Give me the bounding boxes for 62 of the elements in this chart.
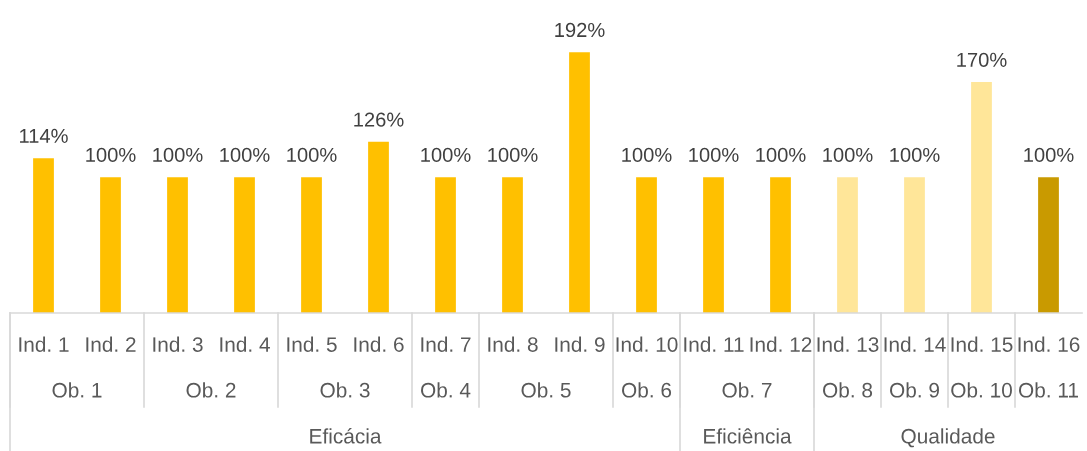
bar [100,177,121,313]
bar [1038,177,1059,313]
x-tick-label: Ind. 8 [488,336,538,352]
data-label: 100% [756,147,806,163]
data-label: 100% [622,147,672,163]
bar [33,158,54,313]
data-label: 100% [689,147,739,163]
text: Qualidade [901,428,995,448]
data-label: 100% [890,147,940,163]
x-tick-label: Ind. 1 [19,336,69,352]
text: Ob. 4 [421,382,471,398]
text: Ob. 8 [823,382,873,398]
text: Eficácia [310,428,382,444]
bar [636,177,657,313]
text: Ob. 11 [1018,382,1078,398]
x-tick-label: Ind. 6 [354,336,404,352]
x-tick-label: Ind. 5 [287,336,337,352]
x-tick-label: Ind. 10 [616,336,678,352]
text: Ob. 6 [622,382,672,398]
bar [904,177,925,313]
x-tick-label: Ind. 9 [555,336,605,352]
bar [703,177,724,313]
bar [502,177,523,313]
text: Ob. 10 [951,382,1012,398]
data-label: 100% [1024,147,1074,163]
bar [301,177,322,313]
bar [234,177,255,313]
x-tick-label: Ind. 11 [684,336,744,352]
data-label: 192% [555,22,605,38]
text: Ob. 2 [186,382,236,398]
bar [837,177,858,313]
text: Ob. 9 [890,382,939,398]
x-tick-label: Ind. 4 [220,336,270,352]
data-label: 170% [957,52,1007,67]
text: Eficiência [704,428,792,444]
x-tick-label: Ind. 7 [421,336,471,352]
x-tick-label: Ind. 3 [153,336,203,352]
data-label: 100% [488,147,538,163]
data-label: 100% [287,147,337,163]
x-tick-label: Ind. 13 [817,336,879,352]
bar [770,177,791,313]
x-tick-label: Ind. 2 [86,336,136,352]
text: Ob. 5 [521,382,571,398]
data-label: 126% [354,112,404,127]
bar [971,82,992,313]
x-tick-label: Ind. 12 [750,336,812,352]
bar [435,177,456,313]
bar [368,141,389,313]
x-tick-label: Ind. 14 [884,336,946,352]
data-label: 100% [823,147,873,163]
data-label: 100% [220,147,270,163]
data-label: 114% [20,128,68,143]
bar [569,52,590,313]
data-label: 100% [153,147,203,163]
bar [167,177,188,313]
x-tick-label: Ind. 16 [1018,336,1080,352]
data-label: 100% [86,147,136,163]
text: Ob. 3 [320,382,370,398]
text: Ob. 7 [722,382,772,398]
x-tick-label: Ind. 15 [951,336,1013,352]
data-label: 100% [421,147,471,163]
text: Ob. 1 [52,382,102,398]
